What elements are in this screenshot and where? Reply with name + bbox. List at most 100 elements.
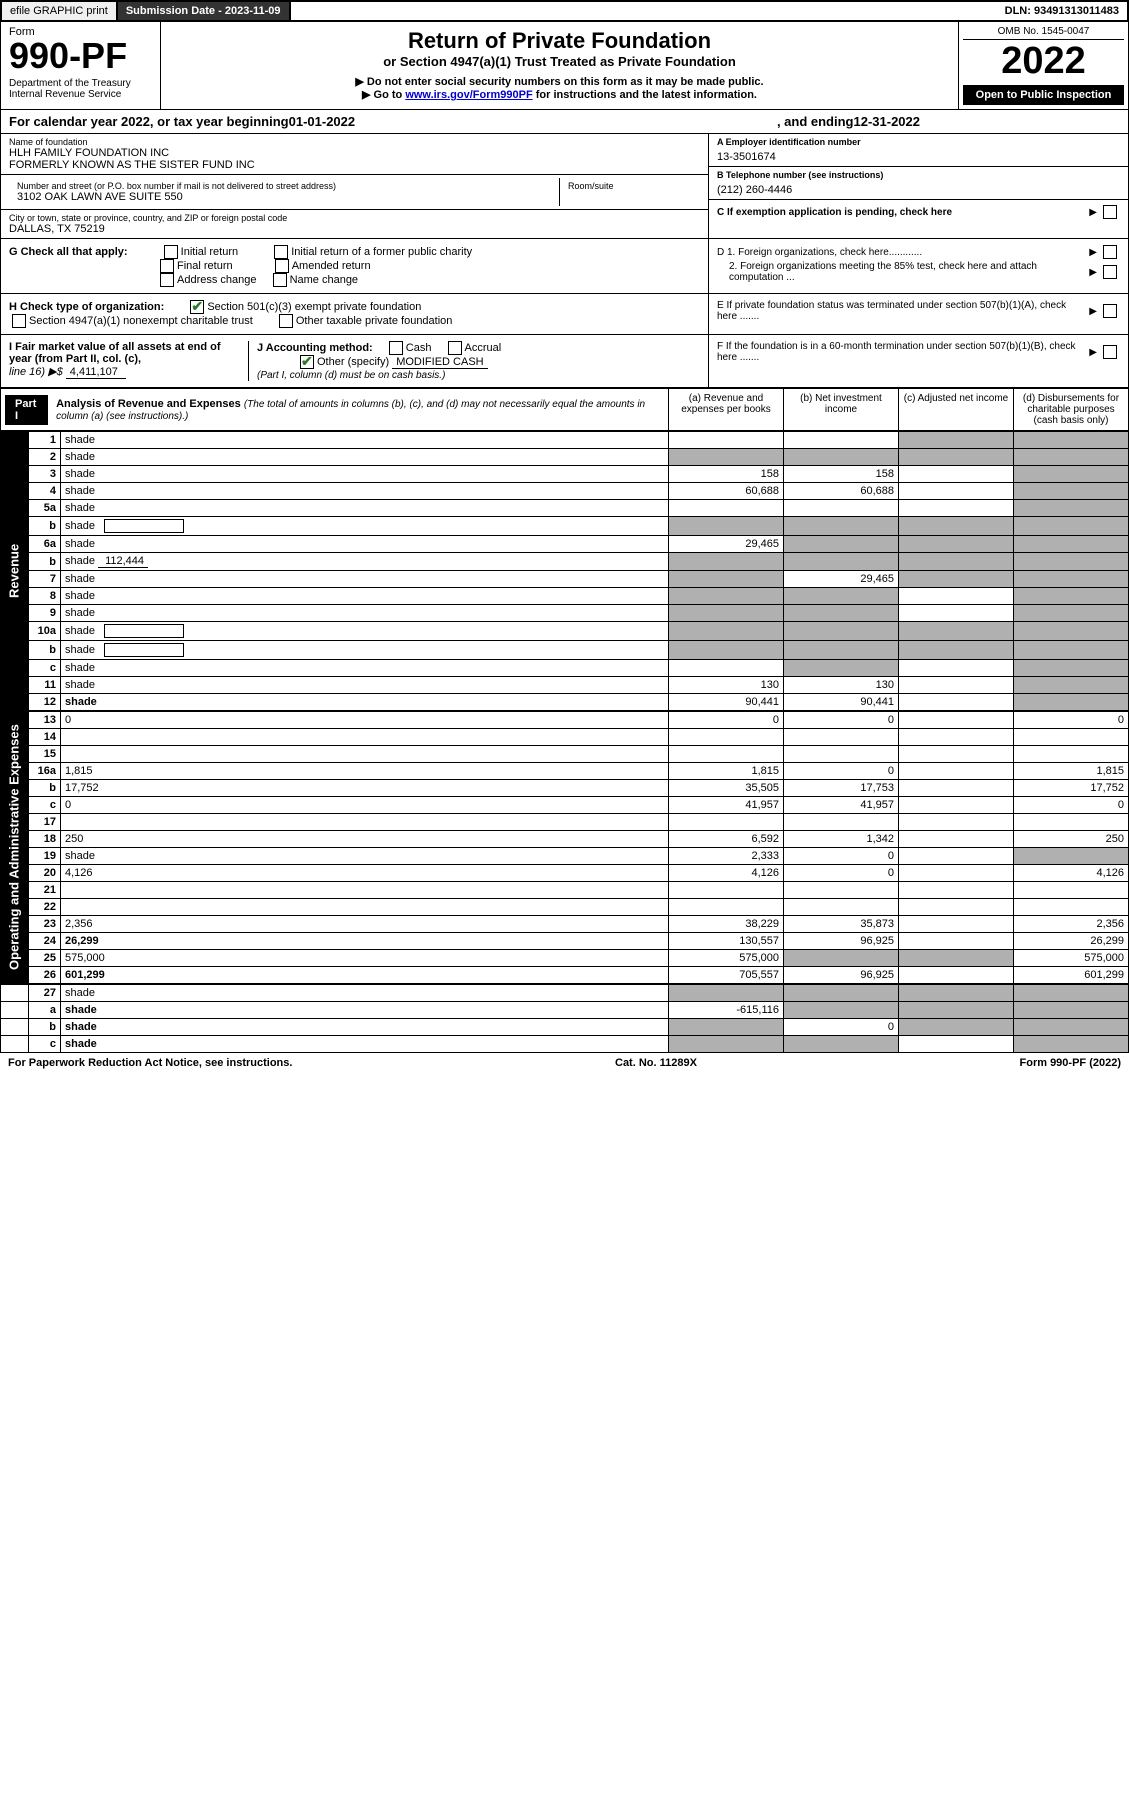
table-cell: 2,333 <box>669 848 784 865</box>
table-cell <box>899 729 1014 746</box>
header-right: OMB No. 1545-0047 2022 Open to Public In… <box>958 22 1128 109</box>
table-row: 22 <box>29 899 1129 916</box>
final-return-checkbox[interactable] <box>160 259 174 273</box>
row-num: 24 <box>29 933 61 950</box>
table-cell: 158 <box>669 466 784 483</box>
table-row: 5ashade <box>29 500 1129 517</box>
row-num: 9 <box>29 605 61 622</box>
table-cell <box>669 985 784 1002</box>
table-cell: 17,753 <box>784 780 899 797</box>
row-num: 15 <box>29 746 61 763</box>
table-cell <box>1014 571 1129 588</box>
table-row: 27shade <box>1 985 1129 1002</box>
section-d: D 1. Foreign organizations, check here..… <box>708 239 1128 293</box>
table-cell <box>1014 882 1129 899</box>
table-row: 19shade2,3330 <box>29 848 1129 865</box>
ij-left: I Fair market value of all assets at end… <box>1 335 708 387</box>
row-desc: shade <box>61 571 669 588</box>
row-num: b <box>29 517 61 536</box>
initial-public-checkbox[interactable] <box>274 245 288 259</box>
row-num: 5a <box>29 500 61 517</box>
row-desc <box>61 882 669 899</box>
table-cell <box>899 950 1014 967</box>
row-num: 7 <box>29 571 61 588</box>
col-a-header: (a) Revenue and expenses per books <box>668 389 783 430</box>
table-cell <box>899 831 1014 848</box>
col-b-header: (b) Net investment income <box>783 389 898 430</box>
warning-text: ▶ Do not enter social security numbers o… <box>169 75 950 88</box>
table-cell <box>899 933 1014 950</box>
exemption-checkbox[interactable] <box>1103 205 1117 219</box>
table-row: 17 <box>29 814 1129 831</box>
table-cell <box>899 1002 1014 1019</box>
row-desc: shade <box>61 677 669 694</box>
address-cell: Number and street (or P.O. box number if… <box>1 175 708 210</box>
row-desc: shade <box>61 985 669 1002</box>
cash-checkbox[interactable] <box>389 341 403 355</box>
table-cell: 130 <box>669 677 784 694</box>
table-cell <box>669 517 784 536</box>
table-cell <box>899 899 1014 916</box>
table-cell <box>784 432 899 449</box>
table-cell <box>899 660 1014 677</box>
street-address: 3102 OAK LAWN AVE SUITE 550 <box>17 191 551 203</box>
table-cell <box>784 622 899 641</box>
row-num: b <box>29 780 61 797</box>
other-method-checkbox[interactable] <box>300 355 314 369</box>
table-cell <box>1014 466 1129 483</box>
table-cell <box>899 1036 1014 1053</box>
4947-checkbox[interactable] <box>12 314 26 328</box>
row-desc: shade <box>61 694 669 711</box>
table-cell: 17,752 <box>1014 780 1129 797</box>
name-change-checkbox[interactable] <box>273 273 287 287</box>
501c3-checkbox[interactable] <box>190 300 204 314</box>
foreign-org-checkbox[interactable] <box>1103 245 1117 259</box>
table-cell: 0 <box>669 712 784 729</box>
row-desc: 1,815 <box>61 763 669 780</box>
table-cell: 158 <box>784 466 899 483</box>
row-num: 2 <box>29 449 61 466</box>
table-row: 9shade <box>29 605 1129 622</box>
dln: DLN: 93491313011483 <box>997 2 1127 20</box>
accrual-checkbox[interactable] <box>448 341 462 355</box>
page-footer: For Paperwork Reduction Act Notice, see … <box>0 1053 1129 1073</box>
info-left: Name of foundation HLH FAMILY FOUNDATION… <box>1 134 708 238</box>
initial-return-checkbox[interactable] <box>164 245 178 259</box>
table-cell <box>1014 729 1129 746</box>
row-num: c <box>29 1036 61 1053</box>
table-cell <box>784 1002 899 1019</box>
footer-left: For Paperwork Reduction Act Notice, see … <box>8 1057 292 1069</box>
table-cell <box>669 899 784 916</box>
table-row: cshade <box>29 660 1129 677</box>
row-num: 25 <box>29 950 61 967</box>
terminated-checkbox[interactable] <box>1103 304 1117 318</box>
60month-checkbox[interactable] <box>1103 345 1117 359</box>
row-desc <box>61 729 669 746</box>
table-cell: 1,815 <box>669 763 784 780</box>
row-desc: 2,356 <box>61 916 669 933</box>
table-cell <box>1014 848 1129 865</box>
table-row: bshade <box>29 641 1129 660</box>
table-row: bshade <box>29 517 1129 536</box>
other-taxable-checkbox[interactable] <box>279 314 293 328</box>
table-cell <box>669 660 784 677</box>
amended-return-checkbox[interactable] <box>275 259 289 273</box>
table-cell <box>899 571 1014 588</box>
table-row: 3shade158158 <box>29 466 1129 483</box>
section-h: H Check type of organization: Section 50… <box>0 294 1129 335</box>
table-cell <box>669 605 784 622</box>
address-change-checkbox[interactable] <box>160 273 174 287</box>
table-row: 26601,299705,55796,925601,299 <box>29 967 1129 984</box>
table-cell <box>1014 517 1129 536</box>
expenses-block: Operating and Administrative Expenses 13… <box>0 711 1129 984</box>
table-cell <box>1014 622 1129 641</box>
table-cell: 96,925 <box>784 933 899 950</box>
table-cell: 1,342 <box>784 831 899 848</box>
row-num: 6a <box>29 536 61 553</box>
form-link[interactable]: www.irs.gov/Form990PF <box>405 89 532 101</box>
row-num: 20 <box>29 865 61 882</box>
table-row: 7shade29,465 <box>29 571 1129 588</box>
foreign-85-checkbox[interactable] <box>1103 265 1117 279</box>
table-cell <box>669 622 784 641</box>
omb-number: OMB No. 1545-0047 <box>963 26 1124 40</box>
